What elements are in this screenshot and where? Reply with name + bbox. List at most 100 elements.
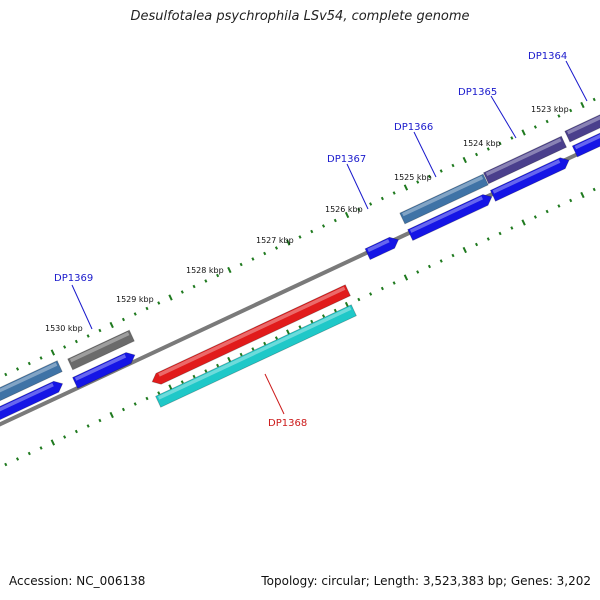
gene-callouts [71,60,588,415]
gene-dp1365[interactable] [482,135,568,185]
scale-tick-1-39 [451,253,455,258]
callout-line-dp1366 [413,131,437,178]
gene-dp1364-body [564,114,600,143]
gene-label-dp1368[interactable]: DP1368 [268,418,307,429]
gene-dp1368-body [151,284,351,385]
scale-tick-1-22 [251,347,255,351]
cds-dp1364-highlight [574,134,600,150]
cds-dp1367[interactable] [364,236,399,261]
cds-dp1368[interactable] [155,304,357,408]
scale-tick-1-5 [50,439,56,446]
scale-tick-1-13 [145,396,149,401]
cds-dp1366[interactable] [407,194,493,242]
cds-dp1364[interactable] [571,132,600,158]
scale-tick-1-21 [239,352,243,357]
scale-tick-0-15 [168,294,173,301]
scale-tick-0-4 [39,356,43,360]
cds-dp1369-left-lower[interactable] [0,380,64,421]
gene-dp1366-highlight [402,175,484,217]
scale-tick-1-28 [321,314,326,318]
scale-tick-1-8 [86,424,90,428]
gene-dp1369[interactable] [67,329,135,371]
scale-tick-0-38 [439,169,443,173]
cds-dp1365-body [489,157,570,202]
scale-tick-0-6 [63,345,67,349]
gene-dp1364[interactable] [564,110,600,143]
gene-label-dp1366[interactable]: DP1366 [394,122,433,133]
scale-tick-0-44 [510,136,514,140]
scale-tick-0-45 [521,129,526,136]
scale-tick-0-47 [545,119,549,124]
scale-tick-1-33 [380,286,384,291]
gene-dp1364-highlight [567,115,600,135]
gene-dp1369-left-upper[interactable] [0,360,63,402]
scale-tick-1-19 [216,363,220,368]
cds-dp1369-highlight [74,354,127,381]
scale-tick-0-11 [121,317,126,322]
cds-dp1369-left-lower-body [0,380,64,421]
scale-labels: 1523 kbp 1524 kbp 1525 kbp 1526 kbp 1527… [45,105,569,333]
scale-tick-0-9 [98,328,102,333]
scale-tick-1-29 [333,308,337,313]
scale-tick-0-32 [369,202,373,206]
scale-label-1529: 1529 kbp [116,295,154,304]
scale-tick-1-46 [533,215,537,219]
scale-tick-1-41 [474,242,479,247]
scale-tick-0-23 [263,251,267,256]
scale-tick-0-10 [109,321,114,329]
gene-label-dp1367[interactable]: DP1367 [327,154,366,165]
gene-dp1368[interactable] [151,284,351,385]
cds-dp1369-left-lower-highlight [0,383,54,412]
scale-tick-1-7 [74,429,78,434]
gene-label-dp1365[interactable]: DP1365 [458,87,497,98]
scale-tick-1-3 [27,451,31,456]
gene-label-dp1369[interactable]: DP1369 [54,273,93,284]
scale-tick-1-2 [15,457,20,461]
scale-tick-0-2 [15,367,20,371]
gene-dp1365-body [482,135,568,185]
scale-tick-1-35 [403,274,409,281]
scale-label-1527: 1527 kbp [256,236,294,245]
scale-tick-1-34 [392,281,396,285]
scale-tick-0-17 [192,284,196,289]
scale-tick-0-43 [498,141,502,146]
cds-dp1369[interactable] [72,352,136,389]
scale-label-1523: 1523 kbp [531,105,569,114]
scale-tick-0-33 [380,196,384,201]
scale-tick-0-46 [533,125,537,129]
callout-line-dp1368 [264,373,285,415]
genome-summary-label: Topology: circular; Length: 3,523,383 bp… [261,574,591,588]
cds-dp1368-highlight [157,306,352,400]
scale-tick-1-1 [4,462,8,467]
scale-label-1524: 1524 kbp [463,139,501,148]
callout-line-dp1365 [490,95,517,139]
scale-tick-0-22 [251,257,255,261]
scale-tick-1-9 [98,418,102,423]
scale-tick-1-4 [39,446,43,450]
scale-tick-1-36 [416,270,420,274]
map-title: Desulfotalea psychrophila LSv54, complet… [130,9,470,24]
scale-tick-0-30 [344,211,350,219]
scale-tick-0-20 [227,266,232,274]
cds-dp1365-highlight [492,159,561,194]
scale-tick-0-31 [357,207,361,212]
cds-dp1366-highlight [409,196,483,233]
cds-dp1365[interactable] [489,157,570,202]
scale-tick-0-49 [569,108,573,113]
gene-dp1366[interactable] [399,173,489,225]
scale-tick-1-23 [263,341,267,346]
scale-tick-1-37 [427,264,432,269]
scale-ticks [4,97,596,467]
scale-tick-0-28 [321,224,326,228]
scale-tick-0-26 [298,235,302,239]
scale-tick-0-27 [310,229,314,234]
cds-dp1364-body [571,132,600,158]
scale-tick-1-24 [274,336,279,340]
gene-label-dp1364[interactable]: DP1364 [528,51,567,62]
scale-tick-0-25 [286,239,291,246]
scale-tick-1-26 [298,325,302,329]
scale-tick-0-39 [451,163,455,168]
scale-tick-1-44 [510,226,514,230]
scale-tick-1-38 [439,259,443,263]
scale-tick-1-17 [192,374,196,379]
